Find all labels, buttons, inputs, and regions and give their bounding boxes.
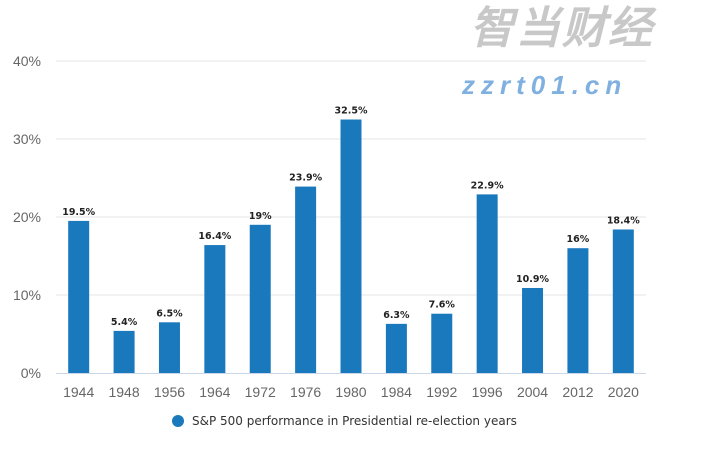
y-tick-label: 0% (21, 365, 41, 381)
y-tick-label: 10% (13, 287, 41, 303)
data-label: 6.5% (156, 308, 183, 319)
data-label: 22.9% (471, 180, 504, 191)
data-label: 19% (249, 211, 272, 222)
y-tick-label: 30% (13, 131, 41, 147)
bar (249, 224, 271, 373)
bar (68, 220, 90, 373)
data-label: 16.4% (198, 231, 231, 242)
data-label: 10.9% (516, 274, 549, 285)
x-tick-label: 1964 (199, 384, 230, 400)
legend[interactable]: S&P 500 performance in Presidential re-e… (172, 414, 517, 428)
bar (385, 323, 407, 373)
x-tick-label: 1996 (472, 384, 503, 400)
bar (431, 313, 453, 373)
watermark-text: 智当财经 (470, 4, 654, 53)
data-label: 7.6% (429, 300, 456, 311)
x-tick-label: 1956 (154, 384, 185, 400)
legend-label: S&P 500 performance in Presidential re-e… (192, 414, 517, 428)
bar (295, 186, 317, 373)
bar (522, 287, 544, 373)
legend-marker (172, 415, 184, 427)
data-label: 23.9% (289, 173, 322, 184)
bar (158, 322, 180, 373)
data-label: 19.5% (62, 207, 95, 218)
x-tick-label: 1948 (108, 384, 139, 400)
x-tick-label: 1992 (426, 384, 457, 400)
bar (567, 248, 589, 373)
bar (612, 229, 634, 373)
x-tick-label: 1944 (63, 384, 94, 400)
x-tick-label: 1972 (245, 384, 276, 400)
x-tick-label: 2004 (517, 384, 548, 400)
x-tick-label: 1984 (381, 384, 412, 400)
x-tick-label: 2020 (608, 384, 639, 400)
bar (113, 330, 135, 373)
watermark-url: zzrt01.cn (462, 70, 628, 100)
x-tick-label: 2012 (562, 384, 593, 400)
y-tick-label: 20% (13, 209, 41, 225)
x-tick-label: 1980 (335, 384, 366, 400)
y-tick-label: 40% (13, 53, 41, 69)
bar (340, 119, 362, 373)
data-label: 5.4% (111, 317, 138, 328)
data-label: 32.5% (335, 106, 368, 117)
data-label: 18.4% (607, 215, 640, 226)
data-label: 6.3% (383, 310, 410, 321)
bar (476, 194, 498, 373)
x-tick-label: 1976 (290, 384, 321, 400)
data-label: 16% (567, 234, 590, 245)
bar (204, 245, 226, 373)
